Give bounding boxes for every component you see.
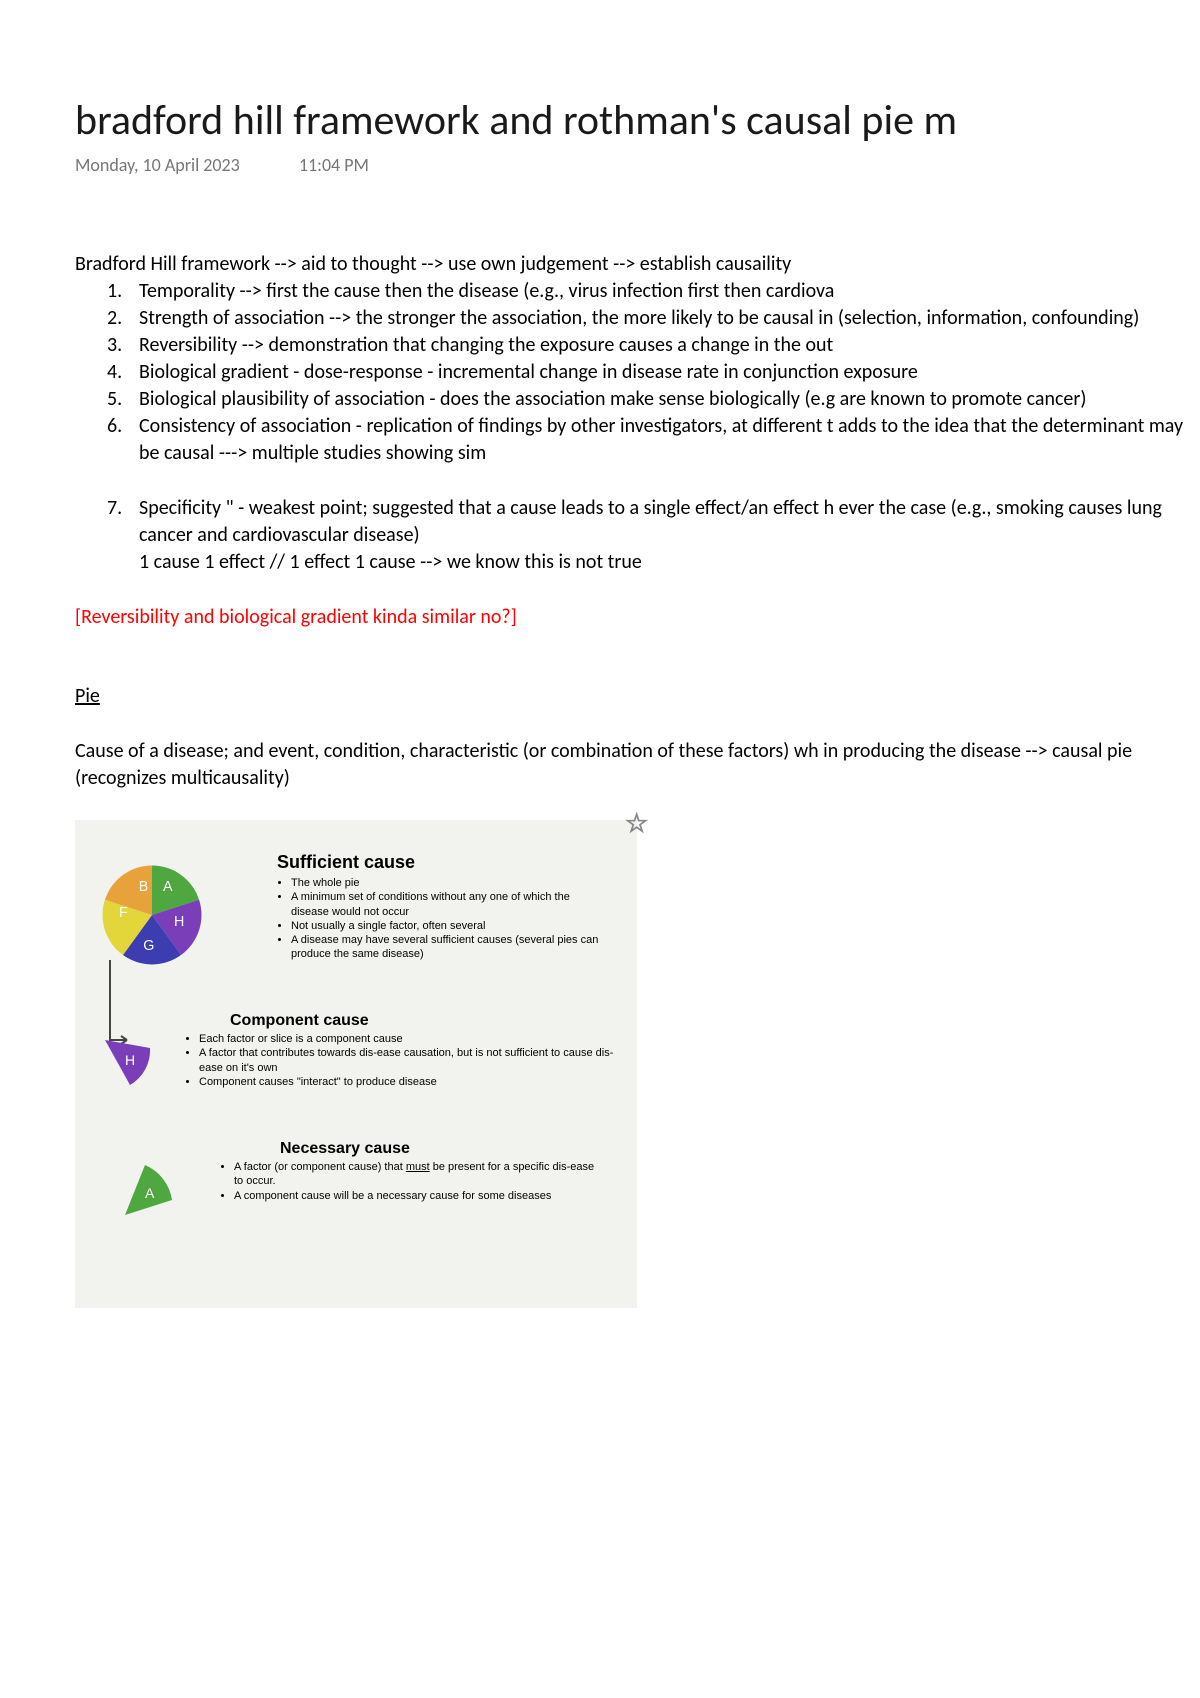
causal-pie-diagram: ☆ A B F G H Sufficient cause The whole p… [75,820,637,1308]
component-bullets: Each factor or slice is a component caus… [185,1032,615,1089]
list-num: 5. [107,386,122,413]
list-text: Biological gradient - dose-response - in… [139,360,918,384]
meta-time: 11:04 PM [299,154,369,176]
slice-label: A [145,1185,155,1201]
list-num: 2. [107,305,122,332]
meta-row: Monday, 10 April 2023 11:04 PM [75,154,1200,176]
slice-label: G [143,938,154,954]
pie-section: Pie Cause of a disease; and event, condi… [75,683,1200,1308]
bullet: Each factor or slice is a component caus… [199,1032,615,1046]
list-text: Reversibility --> demonstration that cha… [139,333,833,357]
pie-para: Cause of a disease; and event, condition… [75,738,1200,792]
bullet: Component causes "interact" to produce d… [199,1075,615,1089]
list-num: 4. [107,359,122,386]
slice-label: H [125,1052,135,1068]
component-title: Component cause [230,1010,369,1032]
necessary-bullets: A factor (or component cause) that must … [220,1160,600,1203]
red-note: [Reversibility and biological gradient k… [75,604,1200,631]
list-text: Strength of association --> the stronger… [139,306,1139,330]
list-text: Specificity " - weakest point; suggested… [139,496,1162,547]
star-icon: ☆ [625,806,648,841]
bullet: The whole pie [291,876,607,890]
slice-label: B [139,879,149,895]
list-text-sub: 1 cause 1 effect // 1 effect 1 cause -->… [139,550,642,574]
list-num: 7. [107,495,122,522]
list-num: 3. [107,332,122,359]
necessary-title: Necessary cause [280,1138,410,1160]
list-item: 5. Biological plausibility of association… [107,386,1200,413]
list-num: 1. [107,278,122,305]
slice-label: A [163,879,173,895]
bullet: Not usually a single factor, often sever… [291,919,607,933]
list-text: Consistency of association - replication… [139,414,1183,465]
list-item: 7. Specificity " - weakest point; sugges… [107,495,1200,576]
sufficient-bullets: The whole pie A minimum set of condition… [277,876,607,962]
meta-date: Monday, 10 April 2023 [75,154,240,176]
bullet: A factor (or component cause) that must … [234,1160,600,1189]
slice-label: H [174,914,184,930]
list-item: 2. Strength of association --> the strong… [107,305,1200,332]
list-item: 4. Biological gradient - dose-response - … [107,359,1200,386]
bullet: A component cause will be a necessary ca… [234,1189,600,1203]
list-item: 1. Temporality --> first the cause then t… [107,278,1200,305]
pie-heading: Pie [75,683,1200,710]
slice-label: F [119,905,128,921]
list-text: Biological plausibility of association -… [139,387,1086,411]
sufficient-title: Sufficient cause [277,850,415,874]
list-num: 6. [107,413,122,440]
criteria-list: 1. Temporality --> first the cause then t… [75,278,1200,576]
component-slice-icon: H [95,1030,165,1090]
necessary-slice-icon: A [117,1160,177,1225]
list-item: 3. Reversibility --> demonstration that c… [107,332,1200,359]
bullet: A factor that contributes towards dis-ea… [199,1046,615,1075]
intro-para: Bradford Hill framework --> aid to thoug… [75,251,1200,278]
sufficient-pie-icon: A B F G H [97,860,207,970]
bullet: A disease may have several sufficient ca… [291,933,607,962]
bullet: A minimum set of conditions without any … [291,890,607,919]
body-content: Bradford Hill framework --> aid to thoug… [75,251,1200,1308]
list-text: Temporality --> first the cause then the… [139,279,834,303]
list-item: 6. Consistency of association - replicati… [107,413,1200,467]
page-title: bradford hill framework and rothman's ca… [75,95,1200,146]
